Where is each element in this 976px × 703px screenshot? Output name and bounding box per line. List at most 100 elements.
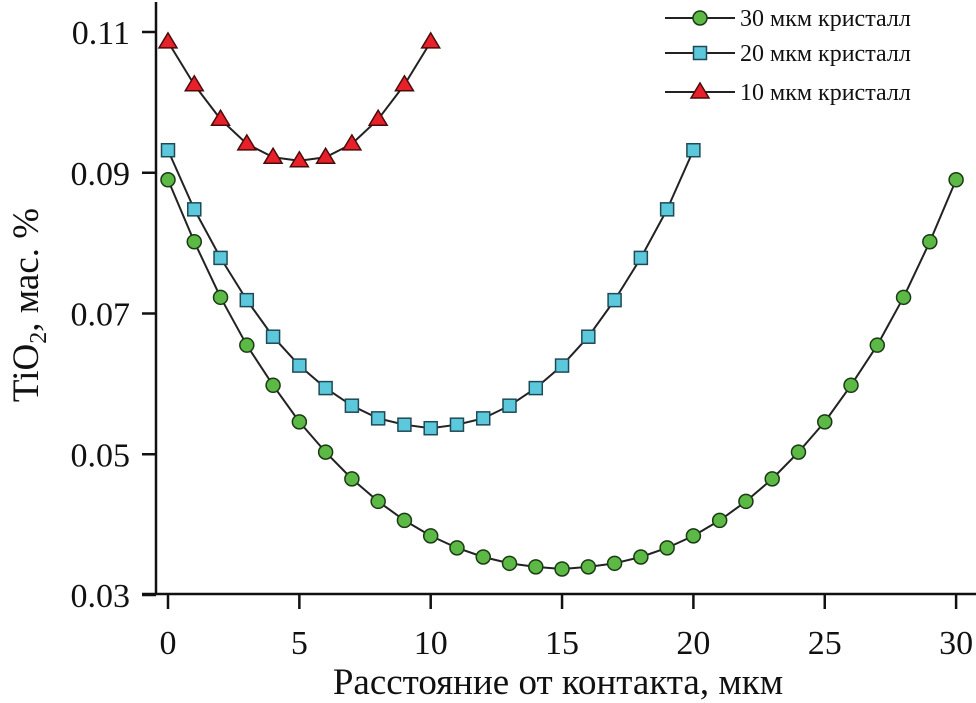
data-point-square [502,398,517,413]
data-point-circle [869,337,886,353]
series-line-segment [245,344,274,386]
series-line-segment [167,149,196,210]
data-point-triangle [262,146,284,165]
data-point-circle [711,512,728,529]
data-point-square [581,329,596,344]
series-line-segment [193,241,222,298]
y-tick-label: 0.03 [71,578,131,615]
data-point-triangle [420,31,442,49]
data-point-circle [764,471,780,487]
series-triangle [157,31,442,168]
x-tick-label: 20 [676,625,710,662]
legend-label: 30 мкм кристалл [740,6,911,32]
data-point-circle [738,493,754,510]
series-line-segment [928,179,958,243]
y-axis-title: TiO2, мас. % [6,208,52,402]
series-line-segment [639,208,669,259]
data-point-square [239,292,255,308]
y-axis-title-unit: , мас. % [6,208,47,332]
data-point-square [686,142,701,158]
data-point-circle [895,289,912,306]
data-point-circle [685,528,702,544]
data-point-circle [370,493,386,510]
data-point-circle [528,559,544,575]
x-tick-label: 10 [414,625,448,662]
data-point-circle [186,233,203,250]
data-point-circle [633,549,649,565]
data-point-square [292,358,307,373]
series-group [157,31,964,577]
legend: 30 мкм кристалл 20 мкм кристалл 10 мкм кри… [665,6,911,106]
series-line-segment [902,241,931,298]
data-point-circle [265,377,281,394]
data-point-circle [948,172,964,188]
data-point-circle [422,528,439,544]
data-point-square [475,411,491,426]
data-point-circle [692,10,708,26]
data-point-triangle [315,146,336,165]
data-point-triangle [394,74,415,92]
data-point-triangle [210,108,231,127]
data-point-circle [817,414,833,430]
data-point-square [607,292,622,308]
y-tick-label: 0.05 [71,437,131,474]
axes [142,2,976,596]
data-point-square [659,202,675,217]
data-point-circle [606,555,623,572]
series-circle [160,172,964,577]
series-line-segment [167,41,196,86]
data-point-square [344,398,360,413]
data-point-circle [659,540,675,556]
x-ticks: 0 5 10 15 20 25 30 [160,594,973,662]
data-point-circle [501,555,518,572]
y-tick-label: 0.07 [71,297,131,334]
x-tick-label: 0 [160,625,177,662]
data-point-square [449,417,465,432]
series-line-segment [403,41,432,86]
data-point-circle [922,233,938,250]
series-line-segment [850,344,879,386]
data-point-circle [554,561,570,577]
y-axis-title-subscript: 2 [26,332,52,344]
data-point-triangle [289,150,310,168]
y-tick-label: 0.11 [72,15,130,52]
y-axis-title-main: TiO [6,344,47,402]
y-ticks: 0.03 0.05 0.07 0.09 0.11 [71,15,156,615]
data-point-circle [790,444,807,460]
data-point-triangle [367,108,389,127]
data-point-circle [160,172,176,188]
data-point-circle [344,471,360,487]
series-line-segment [876,296,905,346]
data-point-triangle [183,74,205,92]
series-line-segment [219,296,248,346]
series-line-segment [193,208,222,259]
x-axis-title: Расстояние от контакта, мкм [333,662,783,703]
data-point-triangle [341,133,363,151]
x-tick-label: 15 [545,625,579,662]
data-point-square [318,380,333,396]
data-point-triangle [236,133,258,151]
y-tick-label: 0.09 [71,156,131,193]
data-point-circle [212,289,229,306]
series-square [160,142,701,436]
data-point-circle [580,559,597,575]
x-tick-label: 25 [808,625,842,662]
data-point-circle [239,337,255,353]
series-line-segment [167,179,196,243]
data-point-circle [475,549,491,565]
data-point-triangle [157,31,179,49]
x-tick-label: 5 [291,625,308,662]
data-point-square [213,250,228,266]
legend-label: 10 мкм кристалл [740,80,911,106]
data-point-square [423,420,438,436]
data-point-square [187,202,202,217]
x-tick-label: 30 [939,625,973,662]
data-point-circle [449,540,465,556]
data-point-square [397,417,412,432]
data-point-square [265,329,281,344]
data-point-square [528,380,544,396]
data-point-circle [291,414,308,430]
legend-label: 20 мкм кристалл [740,41,911,67]
data-point-triangle [689,81,711,99]
